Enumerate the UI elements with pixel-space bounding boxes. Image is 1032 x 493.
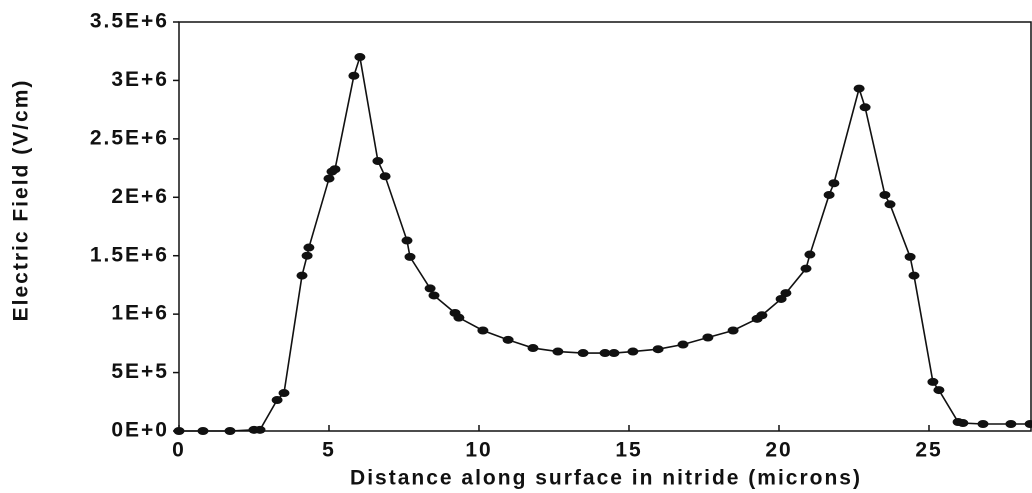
data-point — [278, 389, 290, 398]
data-point — [372, 157, 384, 166]
data-point — [577, 349, 589, 358]
data-point — [800, 264, 812, 273]
data-point — [224, 427, 236, 435]
data-point — [379, 172, 391, 181]
data-point — [780, 289, 792, 298]
data-point — [354, 53, 366, 62]
y-tick-label: 2.5E+6 — [90, 126, 169, 149]
data-point — [271, 396, 283, 405]
data-point — [823, 190, 835, 199]
data-point — [527, 344, 539, 353]
data-point — [933, 386, 945, 395]
data-point — [977, 419, 989, 428]
data-point — [627, 347, 639, 356]
data-point — [859, 103, 871, 112]
data-point — [957, 419, 969, 428]
data-point — [502, 335, 514, 344]
data-point — [927, 377, 939, 386]
y-tick-label: 2E+6 — [111, 185, 169, 208]
data-point — [323, 174, 335, 183]
data-point — [301, 251, 313, 260]
data-point — [329, 165, 341, 174]
data-point — [853, 84, 865, 93]
x-tick-label: 20 — [765, 439, 792, 462]
y-tick-label: 0E+0 — [111, 419, 169, 442]
x-tick-label: 25 — [915, 439, 942, 462]
x-tick-label: 0 — [172, 439, 186, 462]
data-point — [775, 294, 787, 303]
data-point — [428, 291, 440, 300]
data-point — [173, 427, 185, 435]
y-tick-label: 1.5E+6 — [90, 243, 169, 266]
data-point — [296, 271, 308, 280]
data-point — [804, 250, 816, 259]
data-point — [303, 243, 315, 252]
data-point — [702, 333, 714, 342]
y-tick-label: 3.5E+6 — [90, 10, 169, 33]
data-point — [197, 427, 209, 435]
data-point — [1005, 419, 1017, 428]
data-point — [1024, 419, 1032, 428]
x-axis-label: Distance along surface in nitride (micro… — [350, 467, 862, 490]
plot-frame — [178, 21, 1032, 432]
data-point — [608, 349, 620, 358]
data-point — [552, 347, 564, 356]
data-point — [404, 252, 416, 261]
data-point — [652, 345, 664, 354]
data-point — [884, 200, 896, 209]
data-point — [879, 190, 891, 199]
data-point — [908, 271, 920, 280]
y-tick-label: 1E+6 — [111, 302, 169, 325]
data-point — [904, 252, 916, 261]
y-axis-label: Electric Field (V/cm) — [10, 79, 33, 322]
y-tick-label: 5E+5 — [111, 360, 169, 383]
data-point — [254, 425, 266, 434]
x-tick-label: 15 — [615, 439, 642, 462]
data-point — [401, 236, 413, 245]
data-point — [348, 71, 360, 80]
data-point — [677, 340, 689, 349]
data-point — [424, 284, 436, 293]
x-tick-label: 10 — [465, 439, 492, 462]
x-tick-label: 5 — [322, 439, 336, 462]
data-point — [727, 326, 739, 335]
data-point — [828, 179, 840, 188]
data-point — [756, 311, 768, 320]
data-point — [599, 349, 611, 358]
data-point — [453, 313, 465, 322]
y-tick-label: 3E+6 — [111, 68, 169, 91]
data-point — [477, 326, 489, 335]
